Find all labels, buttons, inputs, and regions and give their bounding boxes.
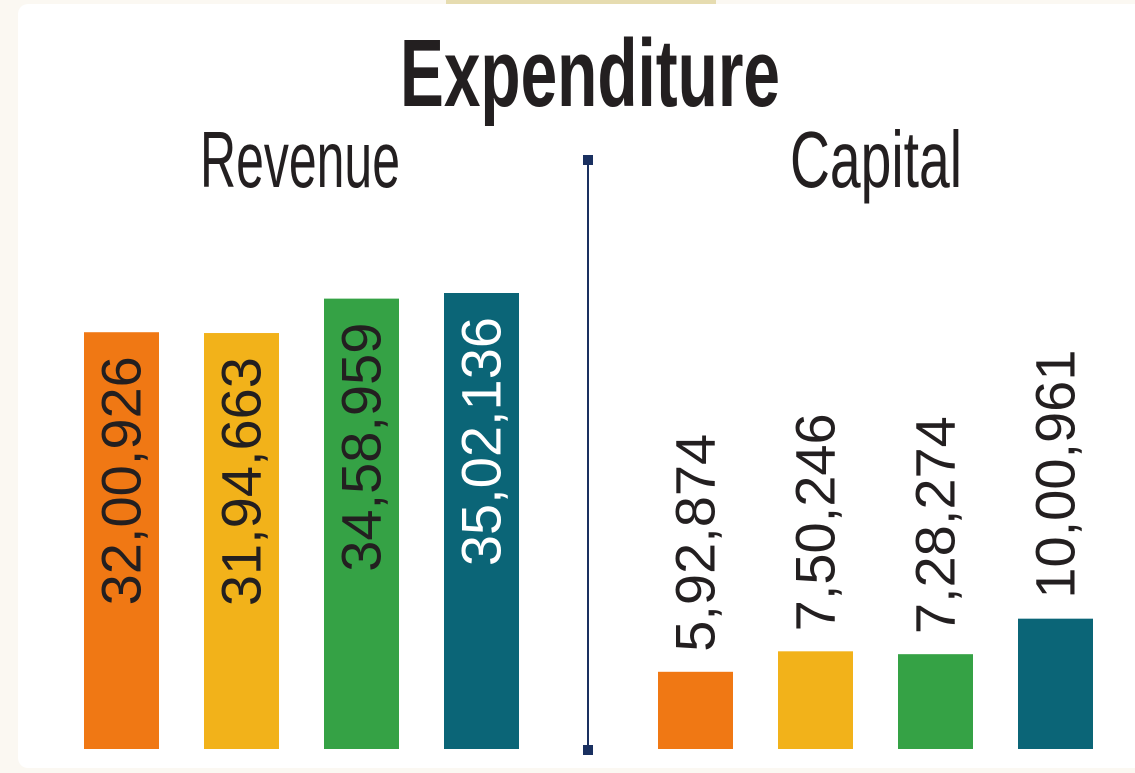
bar: [84, 332, 159, 749]
value-label: 32,00,926: [90, 356, 153, 605]
bar: [444, 293, 519, 749]
divider-end: [583, 745, 593, 755]
value-label: 7,50,246: [784, 413, 847, 631]
main-title: Expenditure: [400, 20, 780, 127]
value-label: 35,02,136: [450, 317, 513, 566]
group-title: Revenue: [200, 115, 400, 204]
bar: [204, 333, 279, 749]
divider-end: [583, 155, 593, 165]
value-label: 7,28,274: [904, 416, 967, 634]
bar: [658, 671, 733, 749]
card: [18, 4, 1135, 768]
value-label: 31,94,663: [210, 357, 273, 606]
value-label: 10,00,961: [1024, 350, 1087, 599]
value-label: 5,92,874: [664, 434, 727, 652]
bars: 32,00,926 31,94,663 34,58,959 35,02,136 5,92…: [84, 293, 1093, 749]
bar: [898, 654, 973, 749]
bar: [324, 298, 399, 749]
value-label: 34,58,959: [330, 323, 393, 572]
group-title: Capital: [790, 115, 962, 204]
bar: [778, 651, 853, 749]
bar: [1018, 618, 1093, 749]
